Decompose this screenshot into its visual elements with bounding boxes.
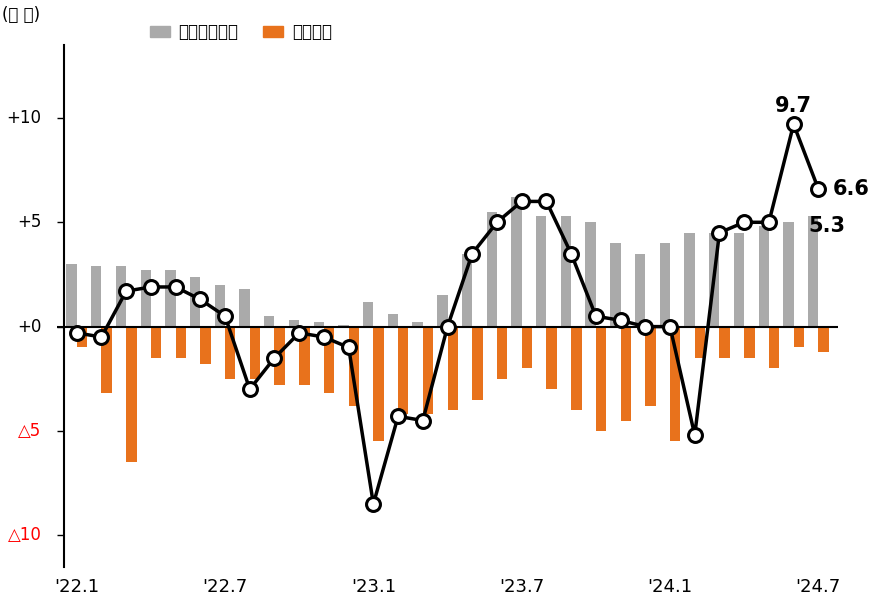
Bar bbox=[165, 270, 176, 327]
Bar bbox=[338, 324, 349, 327]
Text: 5.3: 5.3 bbox=[808, 216, 845, 236]
Bar bbox=[176, 327, 186, 358]
Bar bbox=[471, 327, 482, 400]
Bar bbox=[363, 301, 373, 327]
Bar bbox=[595, 327, 606, 431]
Bar bbox=[140, 270, 151, 327]
Bar bbox=[299, 327, 309, 385]
Bar bbox=[733, 233, 744, 327]
Bar bbox=[313, 323, 324, 327]
Bar bbox=[101, 327, 112, 393]
Text: +10: +10 bbox=[6, 109, 41, 127]
Bar bbox=[461, 254, 471, 327]
Bar bbox=[571, 327, 581, 410]
Bar bbox=[669, 327, 680, 442]
Bar bbox=[151, 327, 161, 358]
Bar bbox=[718, 327, 729, 358]
Bar bbox=[225, 327, 235, 379]
Bar bbox=[249, 327, 260, 379]
Bar bbox=[398, 327, 408, 414]
Bar bbox=[289, 320, 299, 327]
Bar bbox=[436, 295, 447, 327]
Bar bbox=[116, 266, 126, 327]
Bar bbox=[447, 327, 457, 410]
Bar bbox=[609, 243, 620, 327]
Bar bbox=[412, 323, 422, 327]
Text: △10: △10 bbox=[7, 526, 41, 544]
Bar bbox=[190, 277, 200, 327]
Text: △5: △5 bbox=[18, 422, 41, 440]
Text: 9.7: 9.7 bbox=[774, 96, 811, 116]
Bar bbox=[349, 327, 358, 406]
Bar bbox=[76, 327, 87, 347]
Bar bbox=[496, 327, 507, 379]
Bar bbox=[694, 327, 704, 358]
Bar bbox=[91, 266, 101, 327]
Bar bbox=[644, 327, 655, 406]
Bar bbox=[66, 264, 76, 327]
Bar bbox=[560, 216, 571, 327]
Bar bbox=[239, 289, 249, 327]
Text: (조 원): (조 원) bbox=[3, 6, 40, 24]
Bar bbox=[709, 233, 718, 327]
Bar bbox=[620, 327, 630, 420]
Bar bbox=[634, 254, 644, 327]
Bar bbox=[744, 327, 753, 358]
Bar bbox=[126, 327, 136, 462]
Bar bbox=[546, 327, 556, 389]
Bar bbox=[536, 216, 546, 327]
Bar bbox=[387, 314, 398, 327]
Bar bbox=[758, 226, 768, 327]
Bar bbox=[274, 327, 284, 385]
Bar bbox=[422, 327, 433, 414]
Bar bbox=[817, 327, 828, 352]
Bar bbox=[807, 216, 817, 327]
Text: 6.6: 6.6 bbox=[832, 179, 869, 199]
Bar bbox=[585, 222, 595, 327]
Bar bbox=[373, 327, 384, 442]
Bar bbox=[511, 198, 522, 327]
Text: +0: +0 bbox=[17, 318, 41, 336]
Bar bbox=[658, 243, 669, 327]
Bar bbox=[684, 233, 694, 327]
Bar bbox=[200, 327, 211, 364]
Bar bbox=[782, 222, 793, 327]
Bar bbox=[522, 327, 531, 368]
Bar bbox=[793, 327, 803, 347]
Bar bbox=[324, 327, 334, 393]
Bar bbox=[768, 327, 779, 368]
Legend: 주택담보대출, 기타대출: 주택담보대출, 기타대출 bbox=[143, 17, 338, 48]
Bar bbox=[486, 212, 496, 327]
Bar bbox=[263, 316, 274, 327]
Bar bbox=[214, 285, 225, 327]
Text: +5: +5 bbox=[17, 213, 41, 231]
